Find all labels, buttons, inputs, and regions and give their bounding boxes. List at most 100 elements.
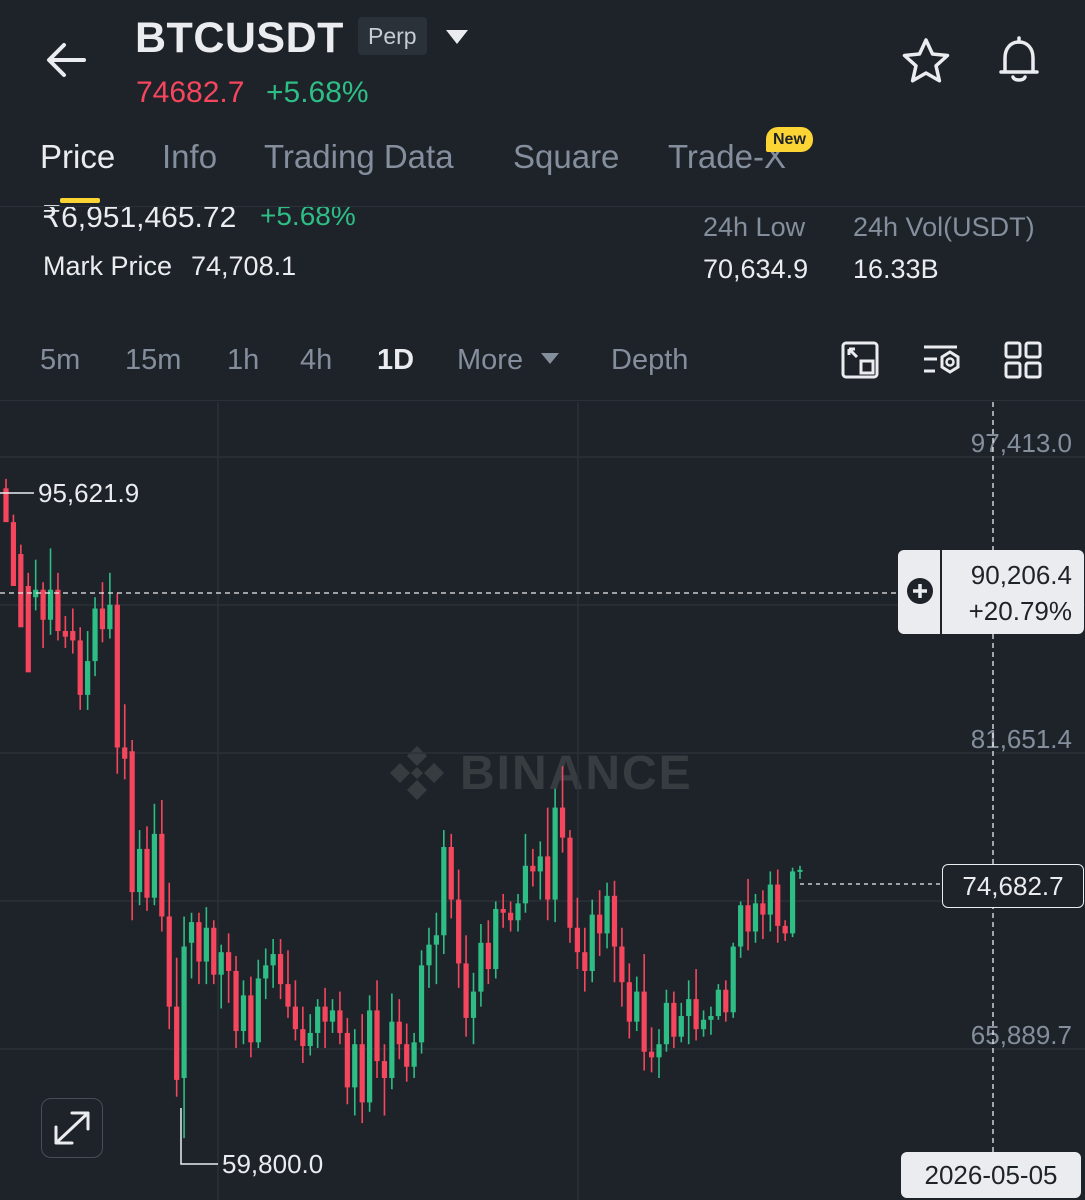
interval-1h[interactable]: 1h — [227, 344, 260, 376]
candle-body — [85, 661, 91, 695]
candle-body — [426, 944, 432, 966]
y-axis-tick-label: 81,651.4 — [971, 724, 1072, 754]
candle-body — [723, 989, 729, 1013]
add-alert-plus-icon[interactable] — [906, 577, 934, 605]
header-last-price: 74682.7 — [136, 76, 245, 109]
candle-body — [530, 865, 536, 872]
interval-depth[interactable]: Depth — [611, 344, 689, 376]
crosshair-price-tag[interactable]: 90,206.4 +20.79% — [898, 550, 1084, 634]
interval-more[interactable]: More — [457, 344, 524, 376]
symbol-dropdown-icon[interactable] — [443, 27, 471, 47]
candle-body — [411, 1042, 417, 1067]
candle-body — [738, 905, 744, 947]
symbol-title[interactable]: BTCUSDT — [135, 14, 344, 62]
candle-body — [418, 965, 425, 1043]
candle-body — [433, 935, 439, 945]
candle-body — [367, 1010, 373, 1103]
candle-body — [62, 631, 68, 637]
candle-body — [33, 589, 39, 598]
candle-body — [730, 946, 736, 1013]
chart-settings-icon[interactable] — [921, 339, 963, 381]
notification-bell-icon[interactable] — [991, 32, 1047, 88]
y-axis-tick-label: 97,413.0 — [971, 428, 1072, 458]
candle-body — [248, 995, 254, 1043]
low-24h-label: 24h Low — [703, 212, 806, 242]
candle-body — [40, 589, 46, 620]
volume-24h-label: 24h Vol(USDT) — [853, 212, 1035, 242]
candle-body — [70, 631, 76, 641]
more-dropdown-icon[interactable] — [540, 352, 560, 366]
candle-body — [463, 963, 469, 1018]
candle-body — [188, 922, 195, 943]
candle-body — [337, 1010, 343, 1033]
candle-body — [478, 942, 484, 992]
candle-body — [196, 922, 202, 962]
candle-body — [218, 952, 224, 975]
candle-body — [211, 927, 217, 975]
fullscreen-expand-icon[interactable] — [41, 1098, 103, 1158]
interval-15m[interactable]: 15m — [125, 344, 182, 376]
candle-body — [537, 856, 543, 872]
candle-body — [693, 999, 699, 1030]
last-price-tag: 74,682.7 — [942, 864, 1084, 908]
tab-price[interactable]: Price — [40, 138, 116, 175]
tab-square[interactable]: Square — [513, 138, 620, 175]
binance-watermark: BINANCE — [386, 740, 693, 806]
candle-body — [122, 747, 128, 759]
candle-body — [25, 585, 31, 673]
watermark-text: BINANCE — [460, 746, 693, 800]
low-24h-value: 70,634.9 — [703, 254, 809, 284]
candle-body — [604, 895, 610, 934]
candle-body — [493, 908, 499, 970]
mark-price-value: 74,708.1 — [191, 251, 297, 281]
candle-body — [174, 1006, 180, 1080]
candle-body — [656, 1044, 662, 1058]
crosshair-change: +20.79% — [968, 596, 1072, 626]
low-price-label: 59,800.0 — [222, 1149, 323, 1179]
candle-body — [181, 946, 187, 1078]
candle-body — [255, 978, 261, 1043]
candle-body — [315, 1006, 321, 1033]
candle-body — [515, 903, 521, 921]
candle-body — [107, 604, 113, 630]
contract-type-badge: Perp — [358, 17, 427, 55]
candle-body — [114, 604, 120, 748]
candle-body — [671, 1002, 677, 1037]
candle-body — [456, 899, 462, 964]
candle-body — [441, 847, 447, 936]
interval-1d[interactable]: 1D — [377, 344, 415, 376]
tab-info[interactable]: Info — [162, 138, 218, 175]
candle-body — [767, 884, 773, 915]
favorite-star-icon[interactable] — [898, 34, 954, 90]
chart-resize-icon[interactable] — [839, 339, 881, 381]
candle-body — [159, 833, 165, 917]
candle-body — [545, 856, 551, 900]
candle-body — [567, 837, 573, 928]
back-arrow-icon[interactable] — [40, 34, 92, 86]
price-tag-separator — [940, 550, 942, 634]
grid-layout-icon[interactable] — [1002, 339, 1044, 381]
candle-body — [597, 914, 603, 934]
candle-body — [226, 952, 232, 971]
candle-body — [92, 608, 98, 662]
header-change-percent: +5.68% — [266, 76, 369, 109]
candle-body — [552, 807, 558, 900]
mark-price-label: Mark Price — [43, 251, 173, 281]
candle-body — [10, 522, 17, 586]
candle-body — [782, 925, 788, 934]
binance-logo-icon — [390, 746, 444, 800]
candle-body — [626, 982, 632, 1022]
candle-body — [582, 952, 588, 971]
candle-body — [300, 1029, 306, 1047]
y-axis-tick-label: 65,889.7 — [971, 1020, 1072, 1050]
candle-body — [144, 848, 150, 898]
interval-5m[interactable]: 5m — [40, 344, 81, 376]
candle-body — [589, 914, 595, 971]
interval-4h[interactable]: 4h — [300, 344, 333, 376]
candle-body — [760, 903, 766, 915]
candle-body — [752, 903, 759, 932]
tab-trading-data[interactable]: Trading Data — [264, 138, 454, 175]
new-badge: New — [766, 127, 813, 152]
candle-body — [374, 1010, 380, 1062]
